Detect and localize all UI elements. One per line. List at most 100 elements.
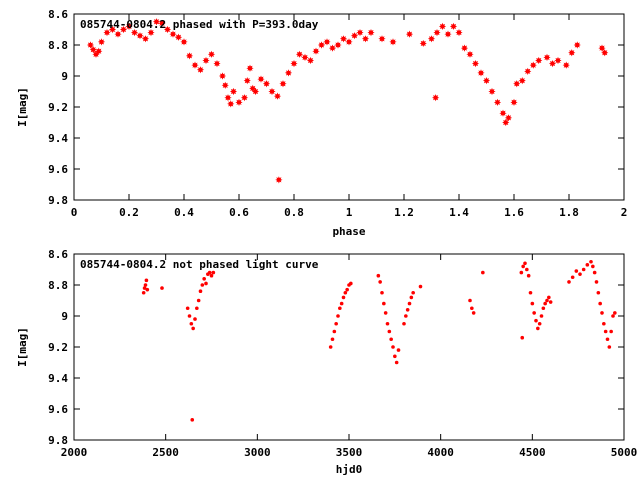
phased-x-tick-label: 1.8 — [559, 206, 579, 219]
unphased-data-point — [526, 273, 531, 278]
unphased-data-point — [519, 270, 524, 275]
phased-data-point — [471, 60, 480, 68]
phased-data-point — [95, 47, 103, 55]
phased-data-points — [86, 18, 609, 184]
phased-data-point — [207, 50, 216, 58]
unphased-x-tick-labels: 2000 2500 3000 3500 4000 4500 5000 — [61, 446, 638, 459]
unphased-data-point — [521, 264, 525, 269]
phased-light-curve-chart: 0 0.2 0.4 0.6 0.8 1 1.2 1.4 1.6 1.8 2 8.6 8.8 9 9.2 9.… — [16, 8, 627, 238]
unphased-data-point — [613, 311, 617, 315]
unphased-data-point — [537, 321, 542, 326]
phased-data-point — [554, 56, 562, 65]
phased-x-tick-label: 1 — [346, 206, 353, 219]
unphased-x-tick-label: 3500 — [336, 446, 363, 459]
unphased-data-point — [594, 280, 599, 284]
unphased-data-point — [200, 283, 205, 287]
phased-y-tick-label: 8.6 — [48, 8, 68, 21]
unphased-data-point — [528, 290, 533, 295]
phased-data-point — [433, 29, 441, 37]
unphased-data-point — [547, 295, 551, 300]
phased-ticks — [73, 13, 625, 201]
unphased-data-point — [418, 284, 423, 289]
unphased-data-points — [141, 259, 617, 422]
unphased-data-point — [343, 290, 348, 295]
unphased-data-point — [328, 345, 333, 349]
phased-data-point — [136, 32, 144, 40]
phased-data-point — [339, 35, 348, 43]
unphased-data-point — [211, 270, 216, 275]
unphased-data-point — [602, 321, 606, 326]
phased-data-point — [543, 53, 551, 61]
phased-data-point — [180, 38, 188, 46]
phased-data-point — [196, 66, 205, 74]
unphased-data-point — [385, 321, 390, 326]
unphased-data-point — [470, 306, 474, 311]
unphased-data-point — [339, 301, 344, 306]
phased-data-point — [251, 87, 260, 96]
unphased-data-point — [591, 264, 595, 269]
phased-data-point — [477, 69, 485, 77]
unphased-data-point — [530, 301, 535, 306]
unphased-y-tick-label: 9 — [61, 310, 68, 323]
unphased-data-point — [190, 418, 195, 422]
phased-x-tick-labels: 0 0.2 0.4 0.6 0.8 1 1.2 1.4 1.6 1.8 2 — [71, 206, 628, 219]
phased-data-point — [323, 38, 331, 46]
unphased-data-point — [525, 267, 529, 272]
phased-data-point — [108, 25, 117, 34]
unphased-data-point — [523, 261, 527, 266]
unphased-data-point — [144, 278, 149, 283]
unphased-data-point — [471, 311, 476, 315]
unphased-y-tick-label: 9.8 — [48, 434, 68, 447]
unphased-data-point — [141, 290, 146, 295]
phased-y-tick-label: 9.4 — [48, 132, 68, 145]
phased-data-point — [444, 30, 452, 38]
phased-data-point — [455, 29, 463, 37]
phased-data-point — [488, 87, 496, 96]
unphased-data-point — [574, 269, 579, 273]
phased-data-point — [529, 61, 537, 69]
unphased-ticks — [73, 253, 625, 441]
unphased-data-point — [389, 337, 393, 342]
unphased-data-point — [185, 306, 190, 311]
unphased-data-point — [145, 287, 150, 292]
unphased-data-point — [592, 270, 597, 275]
unphased-data-point — [209, 273, 214, 278]
unphased-data-point — [191, 326, 195, 331]
unphased-y-tick-label: 8.6 — [48, 248, 68, 261]
unphased-data-point — [189, 321, 194, 326]
phased-data-point — [103, 29, 111, 37]
unphased-data-point — [391, 345, 395, 349]
unphased-data-point — [407, 301, 412, 306]
phased-data-point — [356, 29, 364, 37]
phased-y-tick-label: 8.8 — [48, 39, 68, 52]
unphased-data-point — [198, 289, 203, 294]
unphased-light-curve-chart: 2000 2500 3000 3500 4000 4500 5000 8.6 8.8 9 9.2 9… — [16, 248, 637, 476]
phased-data-point — [191, 61, 199, 69]
unphased-x-tick-label: 3000 — [244, 446, 271, 459]
unphased-x-axis-label: hjd0 — [336, 463, 363, 476]
phased-data-point — [141, 35, 150, 43]
phased-data-point — [279, 80, 287, 88]
unphased-data-point — [545, 298, 549, 303]
phased-data-point — [504, 114, 513, 122]
phased-y-axis-label: I[mag] — [16, 87, 29, 127]
phased-x-tick-label: 0.8 — [284, 206, 304, 219]
phased-data-point — [334, 41, 342, 49]
phased-data-point — [227, 100, 235, 108]
unphased-data-point — [468, 298, 472, 303]
unphased-y-tick-label: 9.2 — [48, 341, 68, 354]
phased-x-tick-label: 1.4 — [449, 206, 469, 219]
phased-data-point — [174, 33, 183, 41]
unphased-data-point — [411, 290, 415, 295]
phased-x-tick-label: 0 — [71, 206, 78, 219]
phased-data-point — [295, 50, 304, 58]
phased-data-point — [367, 29, 375, 37]
phased-data-point — [268, 87, 276, 96]
phased-data-point — [405, 30, 414, 38]
phased-chart-title: 085744-0804.2 phased with P=393.0day — [80, 18, 319, 31]
unphased-data-point — [611, 314, 615, 318]
unphased-data-point — [207, 270, 212, 275]
phased-data-point — [224, 94, 232, 102]
phased-data-point — [163, 25, 172, 34]
unphased-data-point — [336, 314, 340, 318]
